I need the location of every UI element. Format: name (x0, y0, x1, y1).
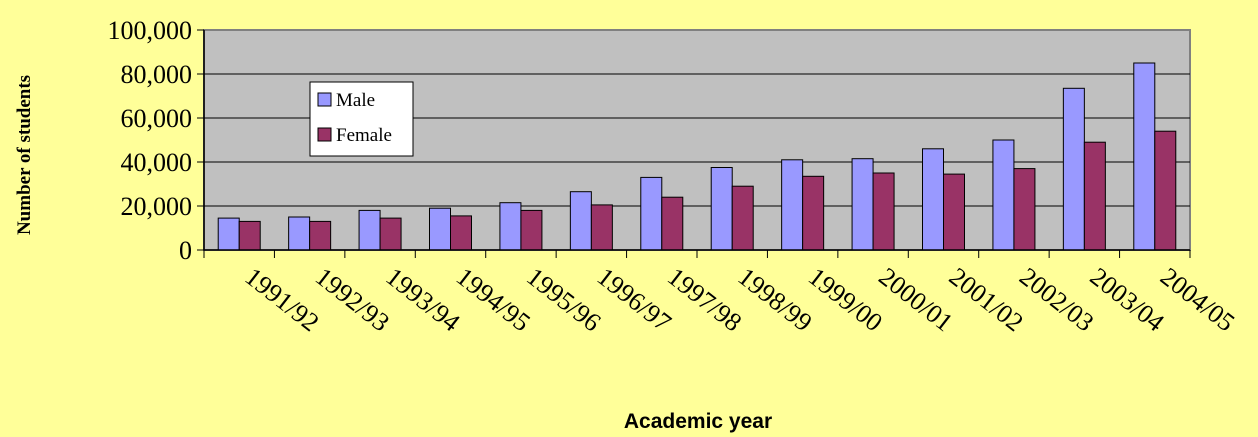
x-tick-label: 1994/95 (451, 262, 536, 337)
bar-male-1991-92 (217, 217, 240, 251)
y-tick-label: 0 (179, 236, 192, 265)
bar-female-2001-02 (943, 173, 965, 251)
bar-male-1999-00 (781, 159, 804, 251)
x-tick-label: 1992/93 (310, 262, 395, 337)
bar-female-1996-97 (590, 204, 613, 251)
bar-female-2000-01 (872, 172, 895, 251)
x-tick-label: 1991/92 (240, 262, 325, 337)
bar-male-2002-03 (992, 139, 1015, 251)
bar-male-2001-02 (922, 148, 944, 251)
legend-swatch-male (317, 92, 332, 107)
bar-female-1992-93 (309, 220, 332, 251)
bar-female-2004-05 (1154, 130, 1177, 251)
x-tick-label: 2001/02 (944, 262, 1029, 337)
y-tick-label: 80,000 (121, 60, 193, 89)
bar-female-1995-96 (520, 209, 543, 251)
legend-label-female: Female (336, 125, 392, 146)
bar-female-1993-94 (379, 217, 402, 251)
legend-swatch-female (317, 127, 332, 142)
x-tick-label: 2004/05 (1155, 262, 1240, 337)
bar-female-1994-95 (450, 215, 472, 251)
bar-male-1998-99 (710, 167, 733, 251)
bar-male-2004-05 (1133, 62, 1156, 251)
x-tick-label: 1997/98 (662, 262, 747, 337)
x-tick-label: 2003/04 (1085, 262, 1170, 337)
x-tick-label: 1998/99 (733, 262, 818, 337)
y-tick-label: 20,000 (121, 192, 193, 221)
bar-female-1998-99 (731, 185, 754, 251)
y-tick-label: 40,000 (121, 148, 193, 177)
x-tick-label: 2000/01 (873, 262, 958, 337)
bar-female-1999-00 (802, 175, 825, 251)
bar-male-1997-98 (640, 176, 663, 251)
bar-male-1995-96 (499, 202, 522, 251)
x-tick-label: 1993/94 (380, 262, 465, 337)
bar-male-1994-95 (429, 207, 451, 251)
x-tick-label: 1995/96 (521, 262, 606, 337)
bar-female-1991-92 (238, 220, 261, 251)
x-axis-label: Academic year (624, 410, 772, 433)
bar-female-2003-04 (1083, 141, 1106, 251)
bar-male-1992-93 (288, 216, 311, 251)
y-tick-label: 100,000 (108, 16, 193, 45)
bar-female-2002-03 (1013, 168, 1036, 251)
x-tick-label: 1999/00 (803, 262, 888, 337)
bar-male-1996-97 (569, 191, 592, 251)
bar-male-2003-04 (1062, 87, 1085, 251)
legend-label-male: Male (336, 90, 375, 111)
bar-male-2000-01 (851, 158, 874, 251)
y-axis-label: Number of students (14, 75, 35, 235)
legend: Male Female (309, 81, 414, 157)
y-tick-label: 60,000 (121, 104, 193, 133)
x-tick-label: 2002/03 (1014, 262, 1099, 337)
x-tick-label: 1996/97 (592, 262, 677, 337)
bar-male-1993-94 (358, 209, 381, 251)
bar-female-1997-98 (661, 196, 684, 251)
